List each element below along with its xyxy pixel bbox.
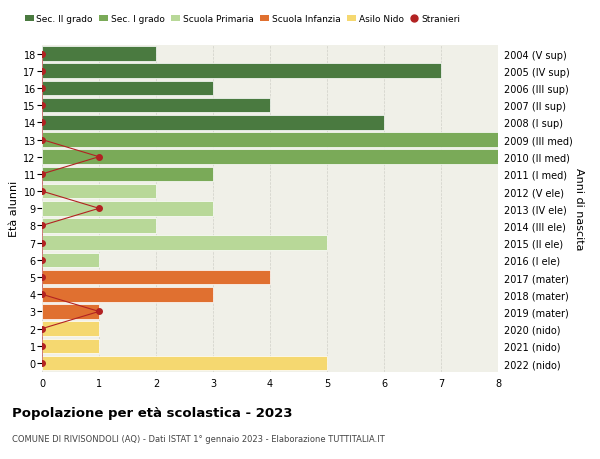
Bar <box>42 304 99 319</box>
Bar <box>42 253 99 268</box>
Y-axis label: Anni di nascita: Anni di nascita <box>574 168 584 250</box>
Bar <box>42 185 156 199</box>
Text: Popolazione per età scolastica - 2023: Popolazione per età scolastica - 2023 <box>12 406 293 419</box>
Bar <box>42 133 498 147</box>
Bar <box>42 47 156 62</box>
Bar <box>42 99 270 113</box>
Bar <box>42 167 213 182</box>
Bar <box>42 322 99 336</box>
Bar <box>42 202 213 216</box>
Bar <box>42 287 213 302</box>
Bar <box>42 339 99 353</box>
Bar <box>42 150 498 165</box>
Bar <box>42 270 270 285</box>
Bar <box>42 64 441 79</box>
Bar <box>42 236 327 251</box>
Y-axis label: Età alunni: Età alunni <box>9 181 19 237</box>
Bar <box>42 82 213 96</box>
Bar <box>42 116 384 130</box>
Legend: Sec. II grado, Sec. I grado, Scuola Primaria, Scuola Infanzia, Asilo Nido, Stran: Sec. II grado, Sec. I grado, Scuola Prim… <box>21 11 464 28</box>
Bar <box>42 356 327 370</box>
Bar <box>42 218 156 233</box>
Text: COMUNE DI RIVISONDOLI (AQ) - Dati ISTAT 1° gennaio 2023 - Elaborazione TUTTITALI: COMUNE DI RIVISONDOLI (AQ) - Dati ISTAT … <box>12 434 385 443</box>
